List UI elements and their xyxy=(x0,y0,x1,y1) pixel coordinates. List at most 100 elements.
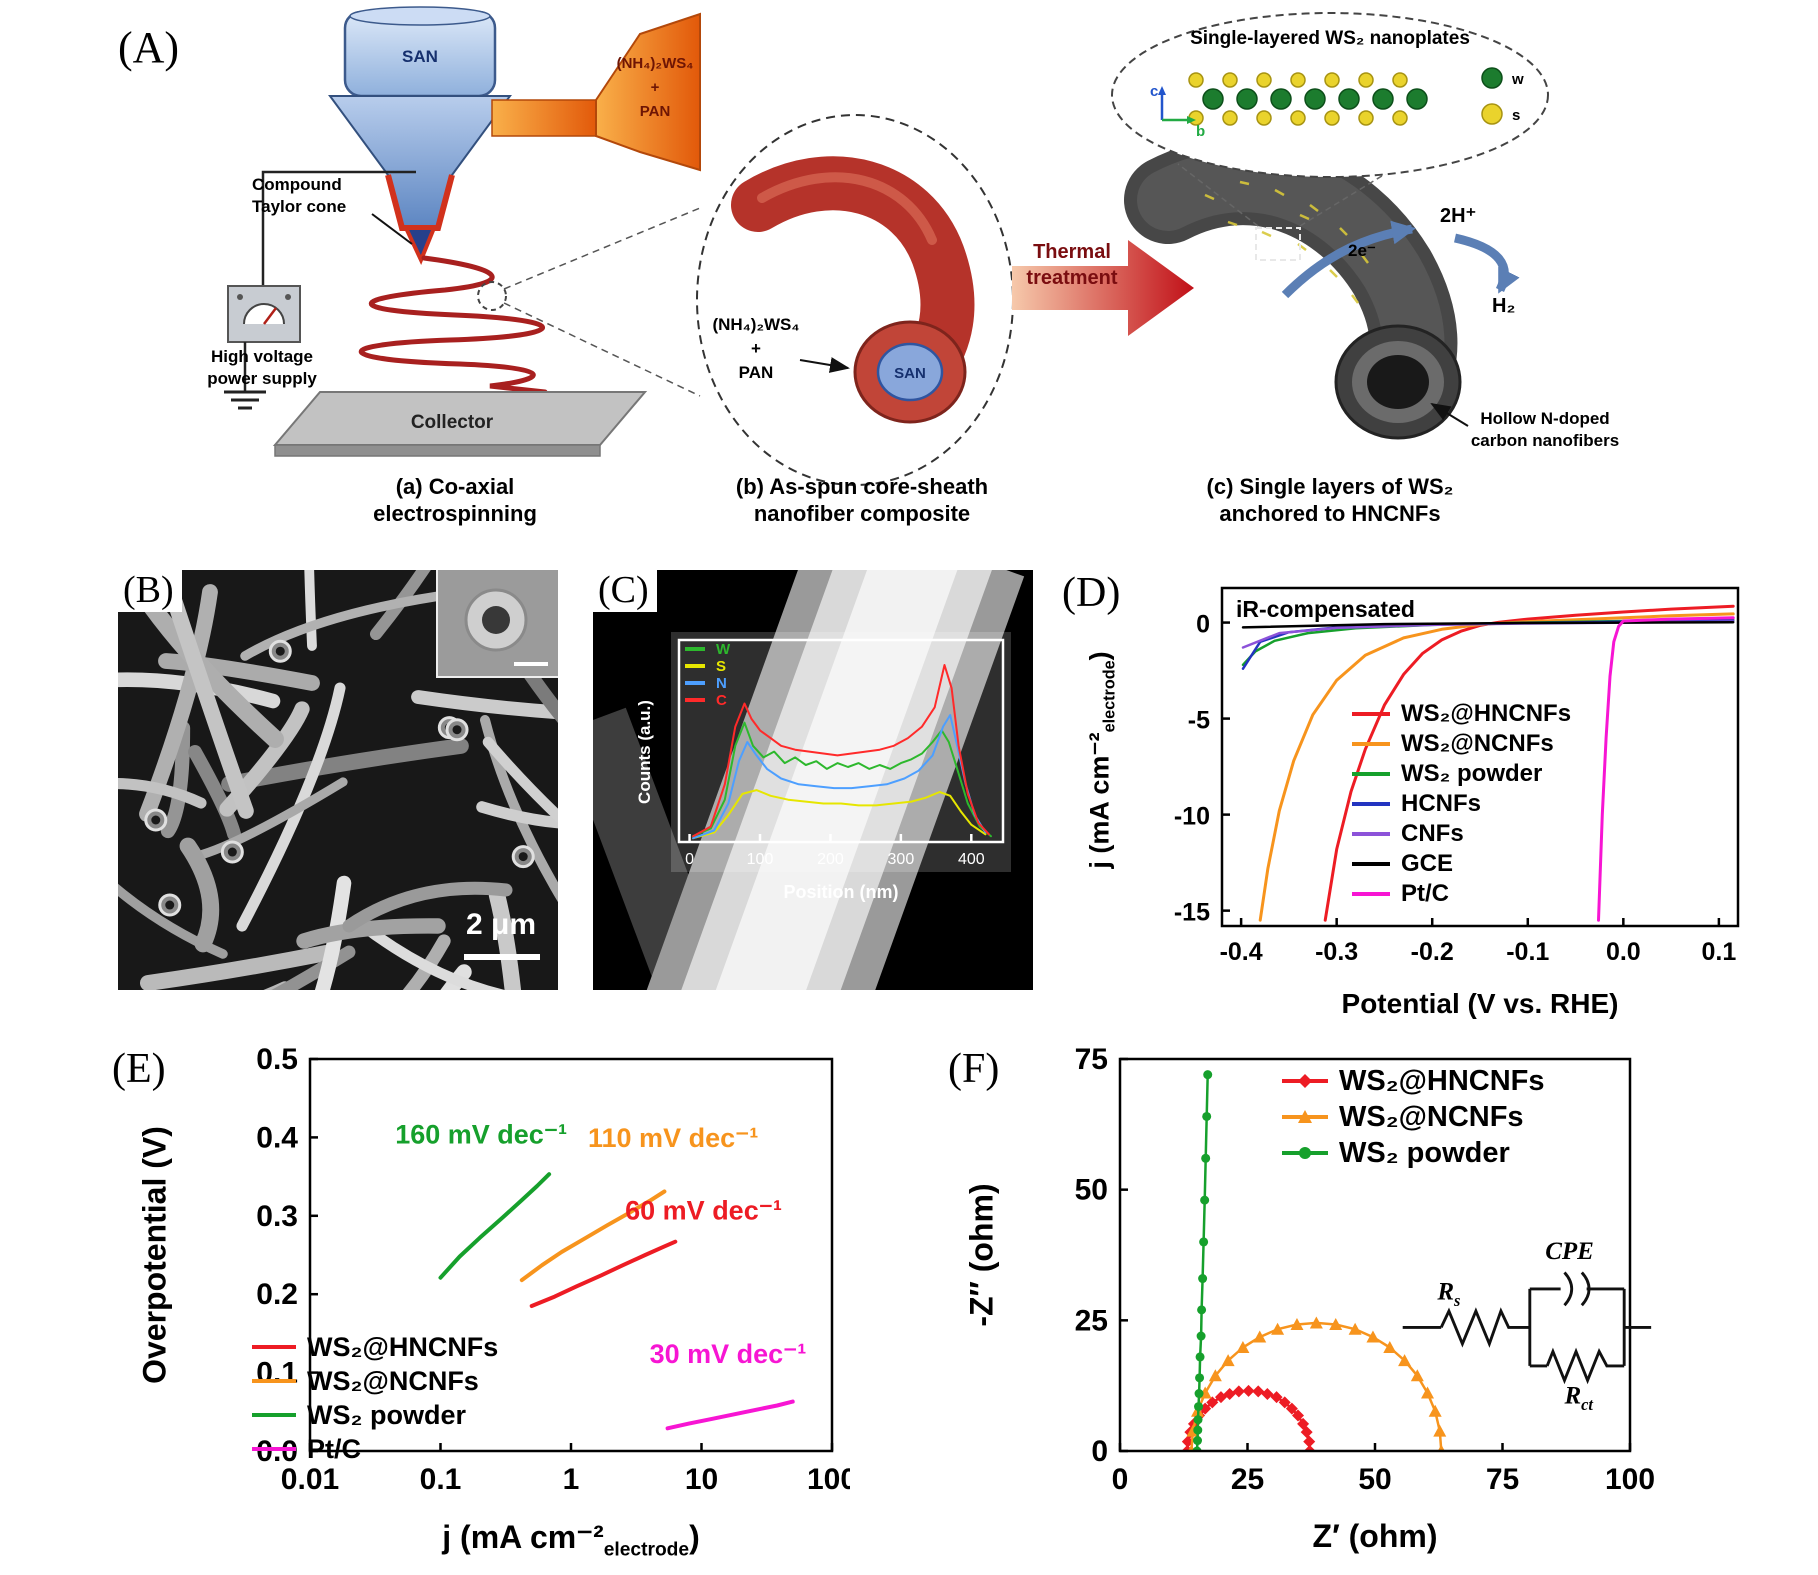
svg-text:100: 100 xyxy=(807,1463,850,1496)
legend-item: C xyxy=(685,691,727,709)
feed-label-2: + xyxy=(651,79,660,96)
svg-text:50: 50 xyxy=(1358,1463,1391,1496)
e-y-axis-label: Overpotential (V) xyxy=(136,1126,173,1384)
svg-text:-0.1: -0.1 xyxy=(1506,938,1549,966)
thermal-label-2: treatment xyxy=(1026,267,1117,289)
legend-item: Pt/C xyxy=(1352,880,1449,907)
panel-e-label: (E) xyxy=(112,1046,166,1092)
panel-d-label: (D) xyxy=(1062,570,1121,616)
svg-text:0.1: 0.1 xyxy=(256,1357,298,1390)
caption-c-1: (c) Single layers of WS₂ xyxy=(1207,474,1454,499)
ir-compensated-title: iR-compensated xyxy=(1236,596,1415,622)
scalebar-label: 2 μm xyxy=(466,908,537,941)
e-x-axis-label: j (mA cm⁻²electrode) xyxy=(442,1518,699,1561)
taylor-cone-label: Compound Taylor cone xyxy=(252,175,413,245)
svg-text:0.0: 0.0 xyxy=(1606,938,1641,966)
svg-text:0.0: 0.0 xyxy=(256,1435,298,1468)
svg-text:50: 50 xyxy=(1075,1174,1108,1207)
feed-label-3: PAN xyxy=(640,103,671,120)
svg-text:0: 0 xyxy=(685,851,694,868)
legend-item: CNFs xyxy=(1352,820,1464,847)
svg-text:-0.4: -0.4 xyxy=(1220,938,1263,966)
svg-text:0: 0 xyxy=(1112,1463,1129,1496)
svg-text:0: 0 xyxy=(1091,1435,1108,1468)
panel-e-tafel: (E) 160 mV dec⁻¹ 110 mV dec⁻¹ 60 mV dec⁻¹ 3… xyxy=(100,1040,880,1575)
legend-item: WS₂@NCNFs xyxy=(252,1365,479,1396)
svg-text:-15: -15 xyxy=(1174,899,1210,927)
panel-c-label: (C) xyxy=(593,570,657,612)
svg-text:200: 200 xyxy=(817,851,844,868)
svg-text:25: 25 xyxy=(1075,1304,1108,1337)
panel-a-label: (A) xyxy=(118,23,179,72)
hv-label-1: High voltage xyxy=(211,347,313,366)
svg-text:-5: -5 xyxy=(1188,707,1210,735)
zoom-region-box xyxy=(1255,227,1301,261)
svg-text:-10: -10 xyxy=(1174,803,1210,831)
svg-text:1: 1 xyxy=(563,1463,580,1496)
legend-item: WS₂@NCNFs xyxy=(1352,730,1554,757)
panel-a-schematic: (A) SAN (NH₄)₂WS₄ + PAN xyxy=(118,6,1619,526)
high-voltage-supply: High voltage power supply xyxy=(207,170,416,410)
s-atom-legend-label: s xyxy=(1512,107,1520,124)
svg-text:60 mV dec⁻¹: 60 mV dec⁻¹ xyxy=(625,1196,782,1226)
ws2-nanoplate-inset: Single-layered WS₂ nanoplates w s c b xyxy=(1111,12,1549,178)
panel-d-polarization: (D) -0.4 -0.3 -0.2 -0.1 0.0 0.1 0 -5 -10 -15 iR-c… xyxy=(1050,560,1790,1045)
svg-text:Compound: Compound xyxy=(252,175,342,194)
s-atom-legend-icon xyxy=(1481,103,1503,125)
svg-text:10: 10 xyxy=(685,1463,718,1496)
nyquist-legend: WS₂@HNCNFs WS₂@NCNFs WS₂ powder xyxy=(1280,1065,1545,1174)
legend-item: Pt/C xyxy=(252,1433,361,1464)
w-atom-legend-icon xyxy=(1481,67,1503,89)
crystal-axes: c b xyxy=(1150,83,1205,140)
svg-text:0.1: 0.1 xyxy=(1702,938,1737,966)
svg-text:75: 75 xyxy=(1486,1463,1519,1496)
caption-a-2: electrospinning xyxy=(373,501,537,526)
svg-text:100: 100 xyxy=(1605,1463,1655,1496)
svg-text:0.5: 0.5 xyxy=(256,1045,298,1076)
svg-text:160 mV dec⁻¹: 160 mV dec⁻¹ xyxy=(395,1120,567,1150)
her-reaction: 2e⁻ 2H⁺ H₂ xyxy=(1281,205,1520,317)
legend-item: WS₂@HNCNFs xyxy=(1280,1065,1545,1097)
legend-item: WS₂@HNCNFs xyxy=(252,1331,499,1362)
c-y-axis-label: Counts (a.u.) xyxy=(635,700,654,804)
scalebar xyxy=(464,954,540,960)
axis-c-label: c xyxy=(1150,83,1158,100)
core-sheath-magnified: SAN (NH₄)₂WS₄ + PAN xyxy=(696,114,1014,486)
rct-label: Rct xyxy=(1563,1382,1593,1414)
svg-text:Taylor cone: Taylor cone xyxy=(252,197,346,216)
hv-label-2: power supply xyxy=(207,369,317,388)
hncnf-label: Hollow N-doped carbon nanofibers xyxy=(1430,402,1619,450)
linescan-inset: 0 100 200 300 400 xyxy=(671,632,1011,872)
precursor-feed: (NH₄)₂WS₄ + PAN xyxy=(491,12,701,172)
svg-text:110 mV dec⁻¹: 110 mV dec⁻¹ xyxy=(588,1123,758,1153)
thermal-label-1: Thermal xyxy=(1033,241,1111,263)
sem-inset xyxy=(436,570,558,678)
equivalent-circuit: Rs CPE Rct xyxy=(1402,1238,1652,1414)
hollow-nanofiber xyxy=(1124,137,1462,440)
legend-item: W xyxy=(685,640,731,658)
legend-item: HCNFs xyxy=(1352,790,1482,817)
lsv-legend: WS₂@HNCNFs WS₂@NCNFs WS₂ powder HCNFs CNFs GC… xyxy=(1350,700,1572,912)
w-atom-legend-label: w xyxy=(1511,71,1524,88)
svg-text:-0.3: -0.3 xyxy=(1315,938,1358,966)
ws2-atom-chain xyxy=(1188,72,1428,126)
svg-text:30 mV dec⁻¹: 30 mV dec⁻¹ xyxy=(650,1339,807,1369)
legend-item: WS₂ powder xyxy=(1280,1137,1545,1169)
svg-text:Hollow N-doped: Hollow N-doped xyxy=(1480,409,1609,428)
e-xlabel-main: j (mA cm⁻² xyxy=(442,1519,604,1555)
svg-text:0.1: 0.1 xyxy=(420,1463,462,1496)
feed-label-1: (NH₄)₂WS₄ xyxy=(617,55,694,72)
panel-b-sem-image: (B) 2 μm xyxy=(118,570,558,990)
tem-fiber xyxy=(593,570,1025,990)
cpe-label: CPE xyxy=(1545,1238,1594,1265)
legend-item: WS₂@HNCNFs xyxy=(1352,700,1572,727)
svg-text:25: 25 xyxy=(1231,1463,1264,1496)
d-ylabel-sub: electrode xyxy=(1100,660,1119,733)
f-x-axis-label: Z′ (ohm) xyxy=(1312,1518,1438,1554)
caption-b-2: nanofiber composite xyxy=(754,501,970,526)
panel-f-label: (F) xyxy=(948,1046,1000,1092)
electrospun-fiber-coil xyxy=(358,207,701,397)
svg-text:-0.2: -0.2 xyxy=(1411,938,1454,966)
